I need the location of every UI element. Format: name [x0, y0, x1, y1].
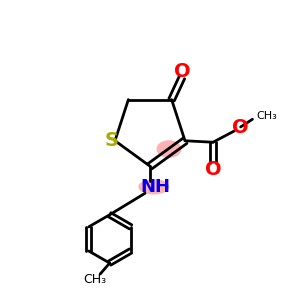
Text: S: S: [104, 131, 118, 150]
Ellipse shape: [138, 179, 169, 194]
Ellipse shape: [157, 140, 181, 158]
Text: O: O: [174, 61, 191, 81]
Text: O: O: [232, 118, 249, 137]
Text: CH₃: CH₃: [256, 111, 277, 121]
Text: CH₃: CH₃: [83, 273, 106, 286]
Text: NH: NH: [140, 178, 170, 196]
Text: O: O: [205, 160, 221, 179]
